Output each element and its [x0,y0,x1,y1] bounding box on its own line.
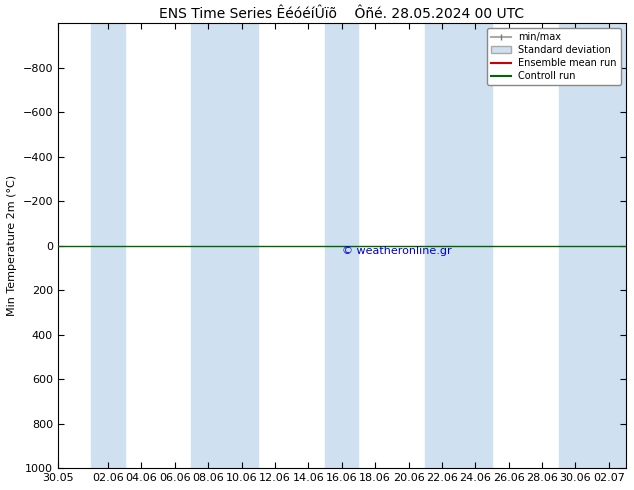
Bar [191,24,258,468]
Bar [91,24,125,468]
Title: ENS Time Series ÊéóéíÛïõ    Ôñé. 28.05.2024 00 UTC: ENS Time Series ÊéóéíÛïõ Ôñé. 28.05.2024… [159,7,524,21]
Legend: min/max, Standard deviation, Ensemble mean run, Controll run: min/max, Standard deviation, Ensemble me… [487,28,621,85]
Y-axis label: Min Temperature 2m (°C): Min Temperature 2m (°C) [7,175,17,317]
Bar [425,24,492,468]
Bar [325,24,358,468]
Bar [559,24,626,468]
Text: © weatheronline.gr: © weatheronline.gr [342,246,451,256]
